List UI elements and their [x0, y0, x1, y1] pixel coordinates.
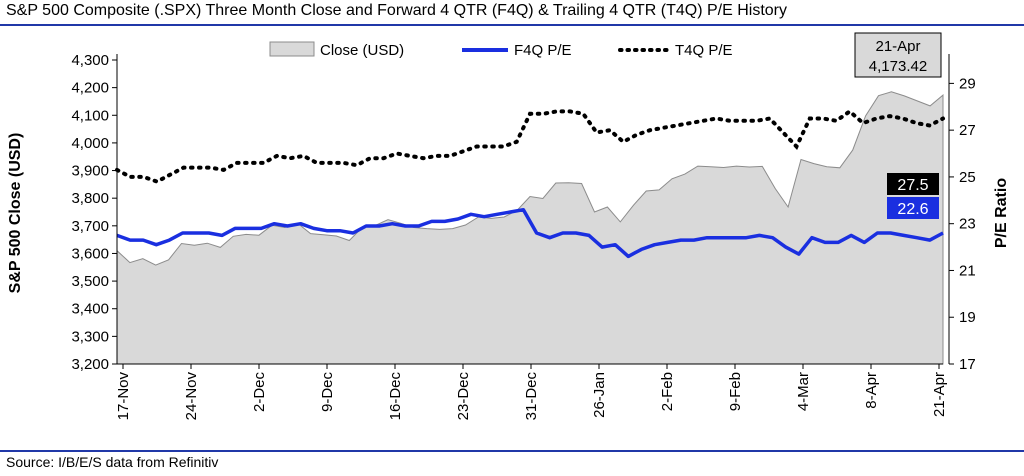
callout-value: 4,173.42: [869, 58, 927, 75]
left-tick-label: 3,700: [71, 218, 109, 235]
left-tick-label: 4,100: [71, 107, 109, 124]
source-divider: [0, 450, 1024, 452]
left-tick-label: 3,200: [71, 356, 109, 373]
left-tick-label: 3,600: [71, 245, 109, 262]
source-note: Source: I/B/E/S data from Refinitiv: [6, 454, 219, 470]
x-tick-label: 2-Dec: [251, 372, 268, 413]
close-area: [116, 91, 944, 365]
x-tick-label: 16-Dec: [387, 372, 404, 421]
right-tick-label: 17: [959, 356, 976, 373]
left-axis-title: S&P 500 Close (USD): [7, 133, 24, 294]
f4q-end-label-box: [887, 197, 939, 219]
right-axis-title: P/E Ratio: [993, 178, 1010, 248]
callout-date: 21-Apr: [875, 38, 920, 55]
x-tick-label: 9-Feb: [727, 372, 744, 411]
chart-title: S&P 500 Composite (.SPX) Three Month Clo…: [6, 2, 787, 19]
right-tick-label: 29: [959, 75, 976, 92]
f4q-end-label-text: 22.6: [897, 201, 928, 218]
f4q-end-label: 22.6: [887, 197, 939, 219]
legend-f4q-label: F4Q P/E: [514, 42, 572, 59]
left-tick-label: 4,300: [71, 52, 109, 69]
x-tick-label: 9-Dec: [319, 372, 336, 413]
left-tick-label: 3,900: [71, 163, 109, 180]
chart-canvas: 3,200 3,300 3,400 3,500 3,600 3,700 3,800 3,900…: [7, 32, 1010, 420]
title-divider: [0, 24, 1024, 26]
pe-lines-layer: [115, 108, 945, 259]
x-tick-label: 21-Apr: [931, 372, 948, 417]
right-tick-label: 19: [959, 309, 976, 326]
right-tick-label: 23: [959, 216, 976, 233]
left-tick-label: 3,500: [71, 273, 109, 290]
x-tick-label: 23-Dec: [455, 372, 472, 421]
right-tick-label: 25: [959, 169, 976, 186]
f4q-line: [116, 207, 944, 259]
t4q-end-label-box: [887, 173, 939, 195]
tick-labels-layer: 3,200 3,300 3,400 3,500 3,600 3,700 3,800 3,900…: [71, 52, 975, 420]
x-tick-label: 24-Nov: [183, 372, 200, 421]
right-tick-label: 27: [959, 122, 976, 139]
left-tick-label: 3,300: [71, 328, 109, 345]
t4q-end-label-text: 27.5: [897, 177, 928, 194]
legend: Close (USD) F4Q P/E T4Q P/E: [269, 41, 733, 59]
x-tick-label: 2-Feb: [659, 372, 676, 411]
t4q-line: [115, 108, 945, 184]
legend-close-swatch: [269, 41, 315, 57]
x-tick-label: 8-Apr: [863, 372, 880, 409]
callout-box: [854, 32, 942, 78]
t4q-end-label: 27.5: [887, 173, 939, 195]
axes-layer: [112, 54, 954, 369]
legend-close-label: Close (USD): [320, 42, 404, 59]
x-tick-label: 17-Nov: [115, 372, 132, 421]
legend-t4q-label: T4Q P/E: [675, 42, 733, 59]
left-tick-label: 3,400: [71, 301, 109, 318]
last-close-callout: 21-Apr 4,173.42: [854, 32, 942, 78]
left-tick-label: 3,800: [71, 190, 109, 207]
left-tick-label: 4,000: [71, 135, 109, 152]
x-tick-label: 31-Dec: [523, 372, 540, 421]
x-tick-label: 4-Mar: [795, 372, 812, 411]
left-tick-label: 4,200: [71, 80, 109, 97]
right-tick-label: 21: [959, 262, 976, 279]
close-area-layer: [116, 91, 944, 365]
x-tick-label: 26-Jan: [591, 372, 608, 418]
